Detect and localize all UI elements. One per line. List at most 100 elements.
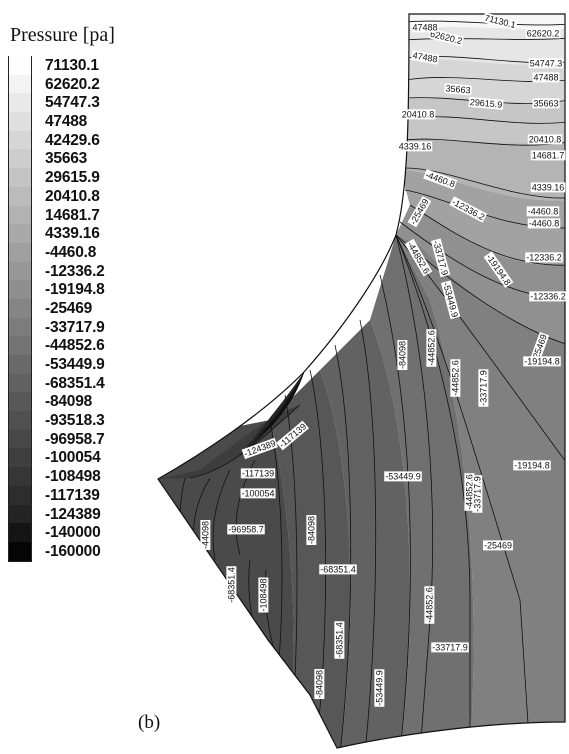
- contour-value-bg: [482, 540, 514, 551]
- legend-swatch: [8, 56, 32, 75]
- legend-entry: -108498: [8, 467, 128, 486]
- contour-value-bg: [423, 169, 458, 190]
- contour-value-bg: [523, 356, 561, 367]
- contour-value-bg: [464, 473, 475, 511]
- contour-value-label: 54747.3: [528, 58, 564, 69]
- legend-swatch: [8, 224, 32, 243]
- contour-value-bg: [374, 669, 385, 707]
- contour-value-text: 4339.16: [399, 141, 432, 151]
- legend-swatch: [8, 205, 32, 225]
- contour-value-label: -84098: [314, 668, 325, 700]
- contour-value-text: 54747.3: [530, 58, 563, 68]
- contour-value-label: -53449.9: [374, 669, 385, 707]
- contour-value-label: -68351.4: [334, 621, 345, 659]
- contour-value-label: -19194.8: [513, 460, 551, 471]
- contour-line: [395, 234, 531, 748]
- contour-value-text: -68351.4: [320, 564, 356, 574]
- contour-value-bg: [440, 280, 461, 320]
- contour-value-text: -96958.7: [228, 524, 264, 534]
- contour-value-text: -84098: [397, 341, 407, 369]
- contour-value-label: -44852.6: [426, 329, 437, 367]
- contour-value-bg: [404, 238, 433, 277]
- contour-value-label: -19194.8: [523, 356, 561, 367]
- contour-value-label: 47488: [410, 50, 440, 65]
- contour-value-bg: [444, 83, 472, 96]
- contour-line: [395, 234, 471, 748]
- legend-swatch: [8, 429, 32, 449]
- legend-entry: 47488: [8, 112, 128, 131]
- legend-label: 29615.9: [45, 169, 100, 187]
- contour-value-bg: [314, 668, 325, 700]
- contour-value-bg: [529, 291, 567, 302]
- legend-swatch: [8, 448, 32, 468]
- legend-swatch: [8, 186, 32, 206]
- legend-swatch: [8, 130, 32, 150]
- contour-value-label: 35663: [444, 83, 472, 96]
- contour-value-text: -53449.9: [374, 670, 384, 706]
- legend-entry: 4339.16: [8, 224, 128, 243]
- contour-value-bg: [411, 22, 439, 33]
- contour-band: [400, 97, 565, 144]
- contour-value-bg: [397, 141, 433, 152]
- legend-label: -12336.2: [45, 262, 105, 280]
- contour-value-bg: [449, 196, 488, 223]
- contour-value-bg: [426, 329, 437, 367]
- legend-swatch: [8, 467, 32, 486]
- contour-value-bg: [527, 134, 563, 145]
- legend-swatch: [8, 74, 32, 94]
- contour-line: [379, 274, 411, 748]
- legend-swatch: [8, 523, 32, 542]
- legend-label: -68351.4: [45, 374, 105, 392]
- legend-label: -96958.7: [45, 430, 105, 448]
- contour-value-label: 62620.2: [525, 28, 561, 39]
- legend-entry: -100054: [8, 448, 128, 468]
- contour-value-label: -25469: [482, 540, 514, 551]
- contour-value-text: -53449.9: [385, 471, 421, 481]
- contour-line: [404, 167, 565, 199]
- contour-value-text: 20410.8: [529, 134, 562, 144]
- legend-label: -53449.9: [45, 356, 105, 373]
- contour-value-label: -4460.8: [526, 206, 560, 217]
- contour-value-bg: [431, 642, 469, 653]
- legend-border-bottom: [8, 560, 32, 562]
- contour-value-text: -12336.2: [530, 291, 566, 301]
- legend-entry: -117139: [8, 485, 128, 505]
- legend-entry: 29615.9: [8, 168, 128, 187]
- contour-value-text: 20410.8: [402, 109, 435, 119]
- contour-value-text: -68351.4: [226, 567, 236, 603]
- contour-value-text: -100054: [241, 488, 274, 498]
- contour-value-label: -53449.9: [384, 471, 422, 482]
- contour-value-bg: [227, 524, 265, 535]
- contour-value-text: -84098: [306, 516, 316, 544]
- legend-entry: -33717.9: [8, 317, 128, 337]
- legend-entry: 20410.8: [8, 186, 128, 206]
- legend-label: 71130.1: [45, 57, 99, 74]
- contour-value-label: -44852.6: [424, 586, 435, 624]
- legend-swatch: [8, 504, 32, 524]
- contour-value-bg: [200, 519, 211, 551]
- panel-label: (b): [138, 712, 161, 733]
- contour-value-text: -4460.8: [529, 218, 560, 228]
- legend-entry: -25469: [8, 298, 128, 318]
- contour-line: [359, 319, 377, 748]
- contour-value-bg: [240, 468, 276, 479]
- domain-outline: [157, 13, 566, 749]
- legend-swatch: [8, 242, 32, 262]
- contour-value-text: 4339.16: [532, 182, 565, 192]
- legend-entry: -96958.7: [8, 429, 128, 449]
- contour-value-text: -84098: [314, 670, 324, 698]
- contour-value-bg: [513, 460, 551, 471]
- legend-label: 47488: [45, 113, 88, 131]
- contour-line: [409, 204, 565, 266]
- contour-line: [309, 369, 327, 748]
- contour-value-bg: [430, 238, 451, 278]
- contour-value-label: -33717.9: [431, 642, 469, 653]
- legend-label: 54747.3: [45, 94, 100, 112]
- contour-value-label: -33717.9: [478, 369, 489, 407]
- contour-value-bg: [240, 488, 276, 499]
- legend-label: -25469: [45, 299, 93, 317]
- legend-label: -117139: [45, 486, 100, 504]
- legend-label: -124389: [45, 505, 101, 523]
- contour-value-text: -117139: [242, 468, 274, 478]
